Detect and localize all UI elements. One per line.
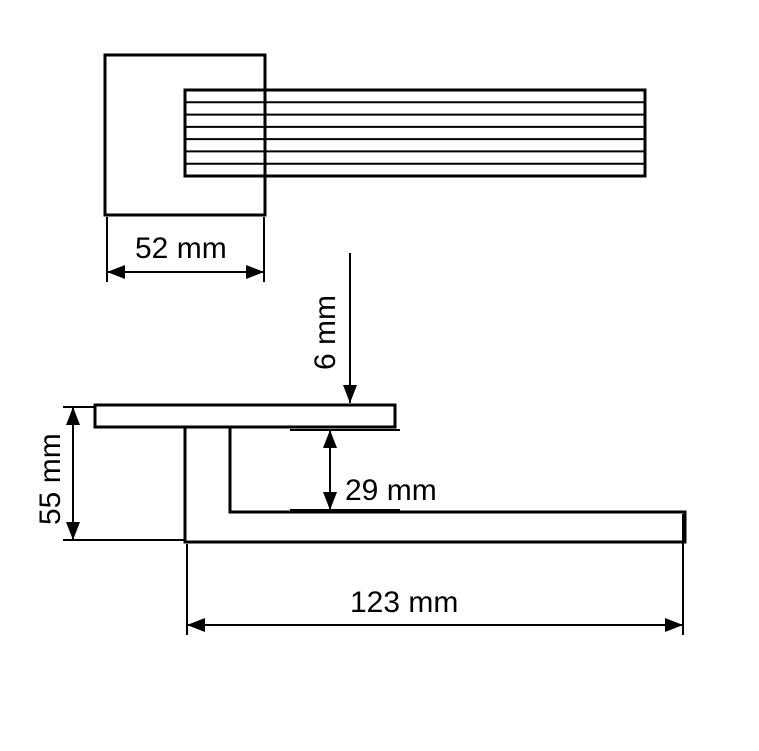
dim-123-label: 123 mm [350, 586, 458, 619]
dim-55-label: 55 mm [34, 433, 67, 525]
dim-52-label: 52 mm [135, 232, 227, 265]
dim-6-label: 6 mm [309, 295, 342, 370]
dim-29-label: 29 mm [345, 474, 437, 507]
